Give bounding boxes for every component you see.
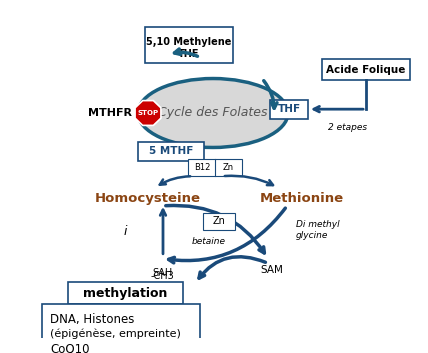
Text: betaine: betaine — [192, 237, 226, 246]
Text: SAM: SAM — [261, 265, 283, 275]
FancyBboxPatch shape — [68, 282, 183, 304]
Text: methylation: methylation — [83, 287, 167, 300]
Text: SAH: SAH — [153, 268, 173, 278]
Text: STOP: STOP — [137, 110, 158, 116]
Text: Acide Folique: Acide Folique — [326, 65, 406, 75]
Ellipse shape — [138, 78, 288, 148]
FancyBboxPatch shape — [42, 304, 200, 353]
Text: i: i — [123, 225, 127, 238]
Text: Zn: Zn — [213, 216, 226, 226]
FancyBboxPatch shape — [203, 213, 235, 230]
Text: 2 etapes: 2 etapes — [328, 122, 368, 132]
Text: 5 MTHF: 5 MTHF — [149, 146, 193, 156]
Text: Di methyl
glycine: Di methyl glycine — [296, 220, 340, 240]
Text: Zn: Zn — [223, 163, 234, 172]
Text: (épigénèse, empreinte): (épigénèse, empreinte) — [50, 329, 181, 340]
Text: Homocysteine: Homocysteine — [95, 192, 201, 205]
FancyBboxPatch shape — [138, 142, 204, 161]
FancyBboxPatch shape — [322, 59, 410, 80]
Text: CoQ10: CoQ10 — [50, 342, 89, 353]
FancyBboxPatch shape — [145, 27, 233, 63]
Text: Cycle des Folates: Cycle des Folates — [158, 107, 268, 120]
Text: DNA, Histones: DNA, Histones — [50, 313, 134, 326]
Text: THF: THF — [277, 104, 300, 114]
Text: Methionine: Methionine — [260, 192, 344, 205]
FancyBboxPatch shape — [188, 159, 242, 176]
FancyBboxPatch shape — [270, 100, 308, 119]
Text: -CH3: -CH3 — [150, 271, 174, 281]
Polygon shape — [135, 101, 161, 125]
Text: 5,10 Methylene
THF: 5,10 Methylene THF — [146, 37, 232, 59]
Text: MTHFR: MTHFR — [88, 108, 132, 118]
Text: B12: B12 — [194, 163, 210, 172]
